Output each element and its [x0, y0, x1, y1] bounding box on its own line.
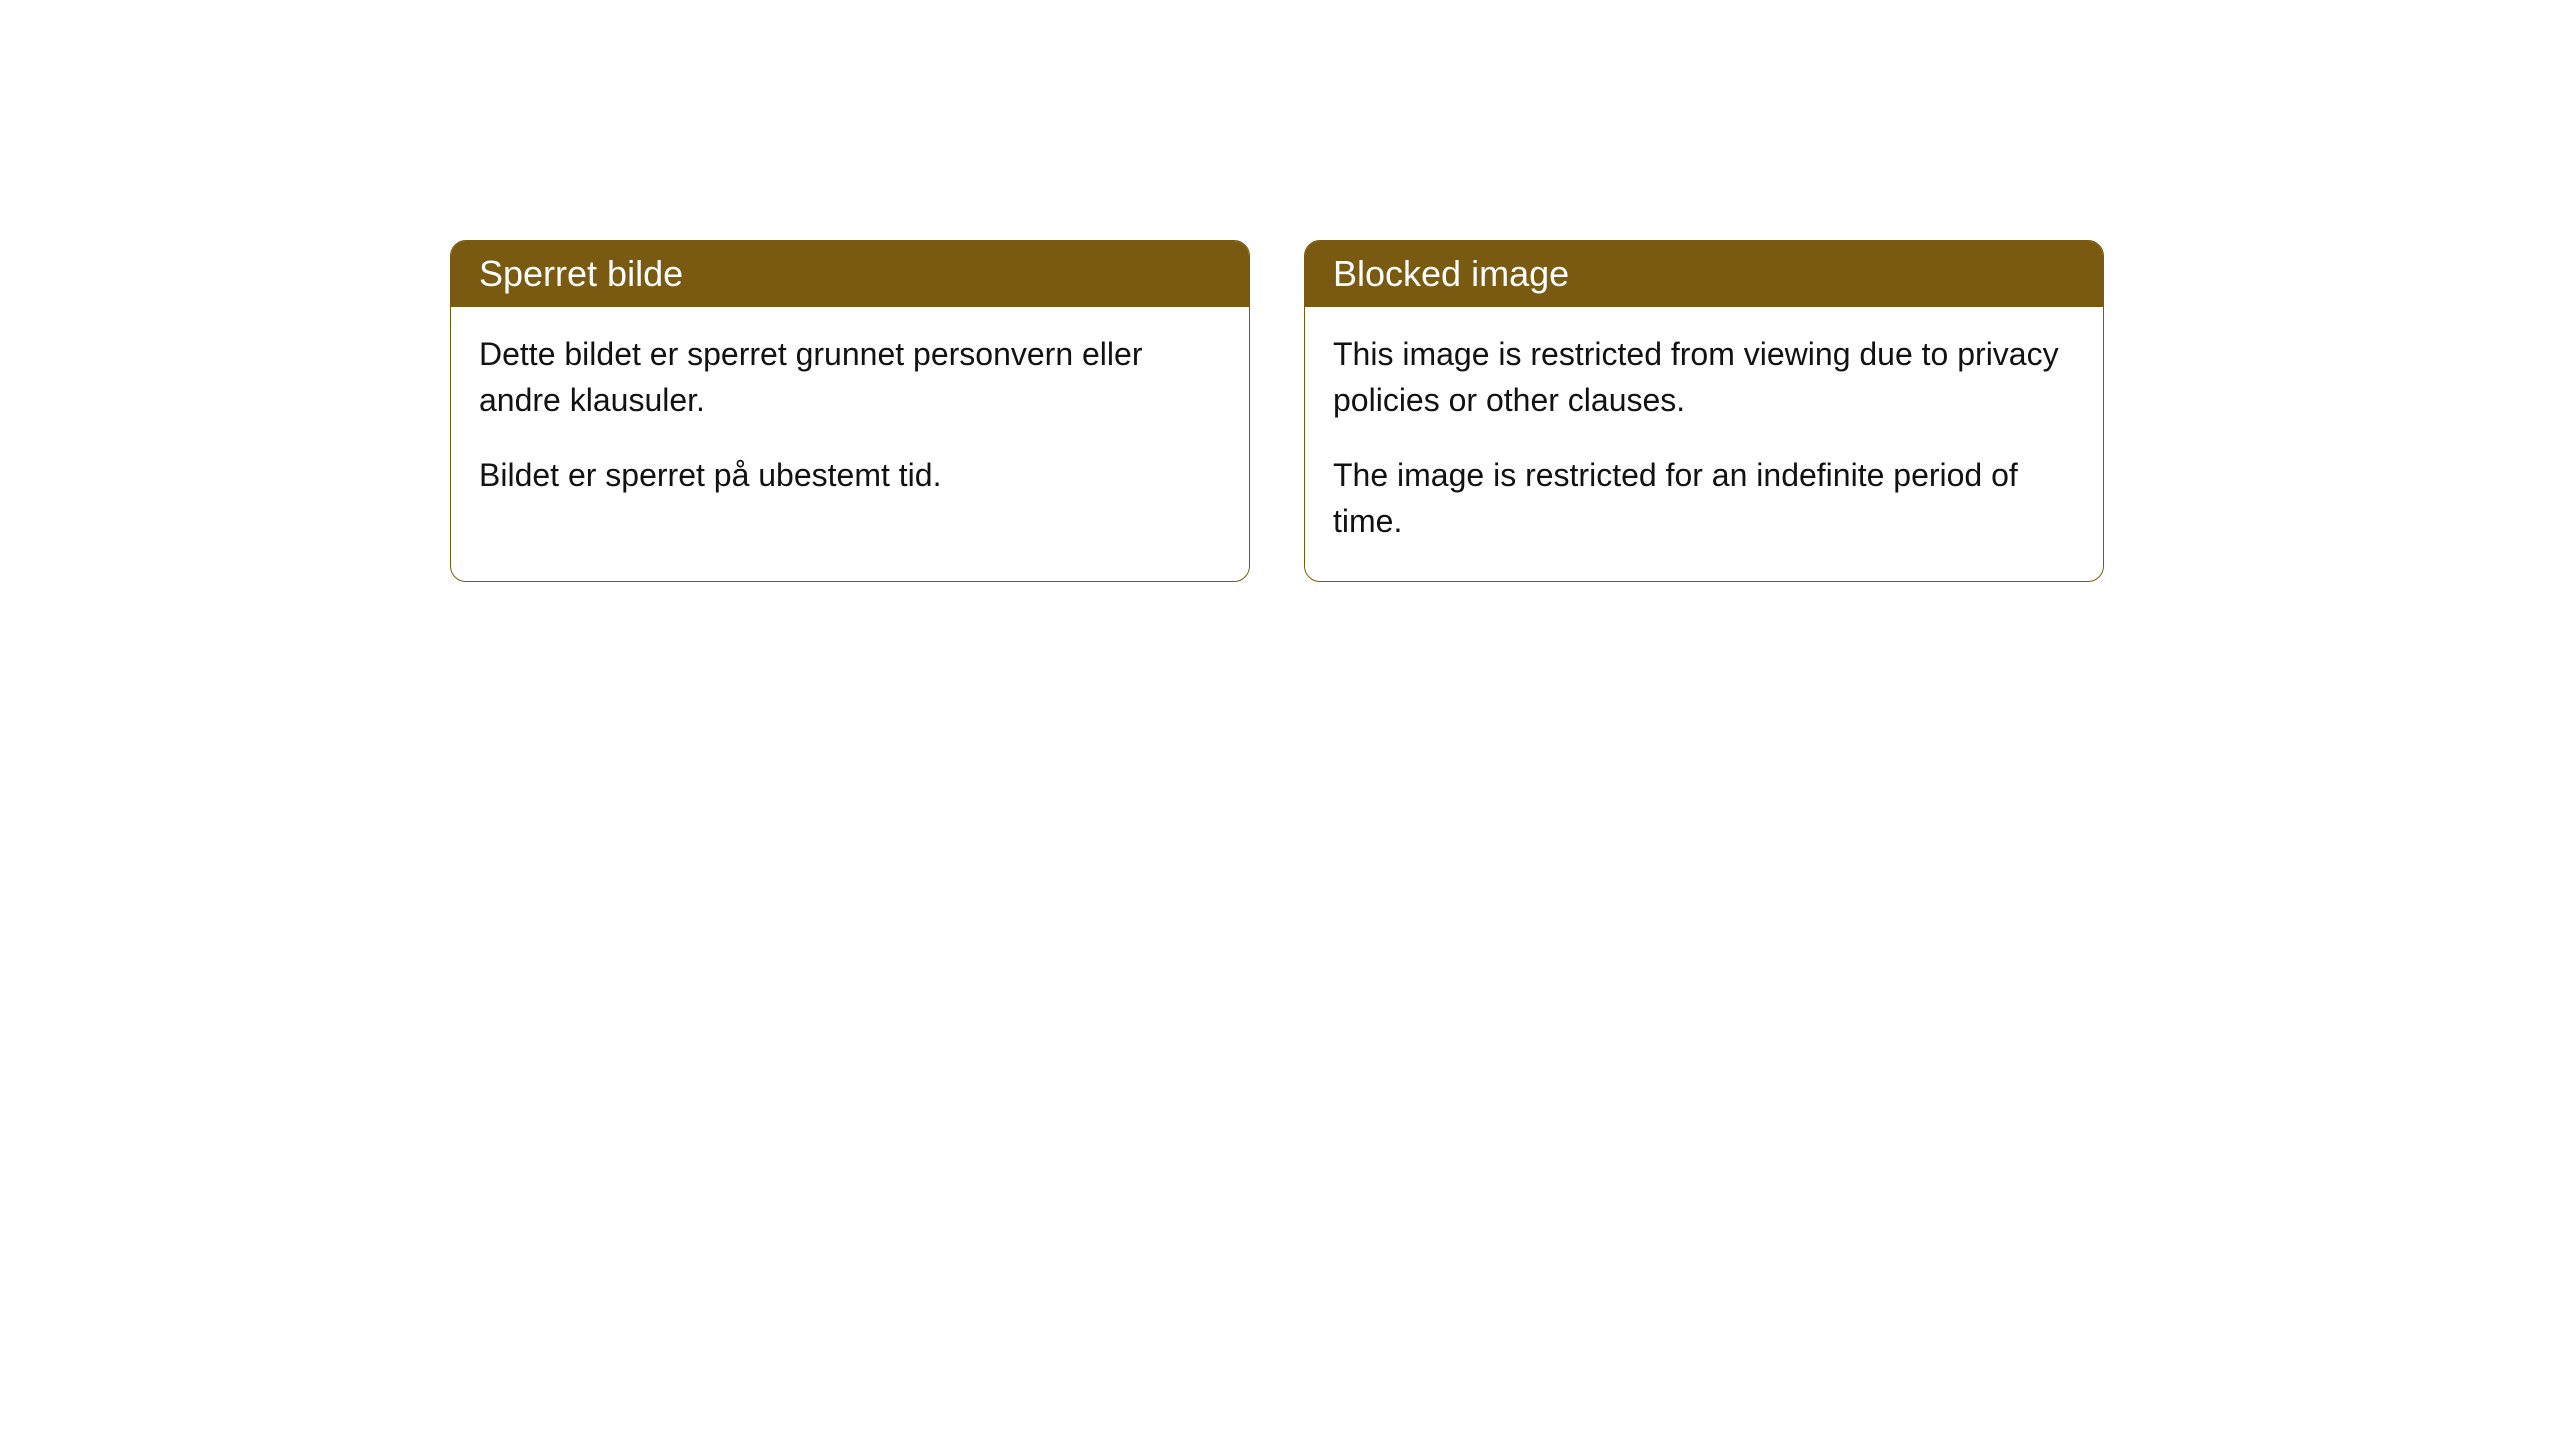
- card-body-norwegian: Dette bildet er sperret grunnet personve…: [451, 307, 1249, 534]
- card-header-english: Blocked image: [1305, 241, 2103, 307]
- card-norwegian: Sperret bilde Dette bildet er sperret gr…: [450, 240, 1250, 582]
- card-para2-english: The image is restricted for an indefinit…: [1333, 452, 2075, 545]
- card-para2-norwegian: Bildet er sperret på ubestemt tid.: [479, 452, 1221, 498]
- card-para1-english: This image is restricted from viewing du…: [1333, 331, 2075, 424]
- cards-container: Sperret bilde Dette bildet er sperret gr…: [450, 240, 2104, 582]
- card-english: Blocked image This image is restricted f…: [1304, 240, 2104, 582]
- card-para1-norwegian: Dette bildet er sperret grunnet personve…: [479, 331, 1221, 424]
- card-body-english: This image is restricted from viewing du…: [1305, 307, 2103, 581]
- card-header-norwegian: Sperret bilde: [451, 241, 1249, 307]
